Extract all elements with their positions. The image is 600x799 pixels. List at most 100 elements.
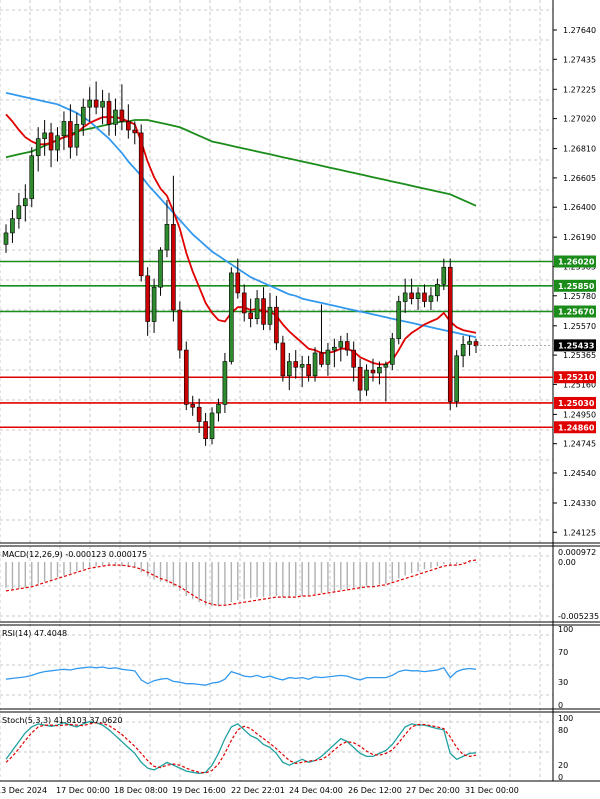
candle-body (370, 369, 376, 374)
x-tick-label: 18 Dec 08:00 (114, 786, 168, 795)
rsi-tick-label: 30 (558, 678, 568, 687)
price-tick-label: 1.27640 (563, 26, 596, 35)
level-tag-label: 1.26020 (558, 257, 595, 266)
candle (171, 175, 176, 322)
stoch-tick-label: 20 (558, 761, 568, 770)
candle-body (441, 266, 447, 285)
price-tick-label: 1.24540 (563, 469, 596, 478)
candle-body (61, 121, 67, 137)
candle-body (177, 309, 183, 351)
candle-body (319, 352, 324, 365)
candle (80, 98, 86, 136)
candle (357, 358, 363, 402)
candle-body (48, 132, 54, 151)
macd-signal-line (5, 559, 477, 606)
candle-body (460, 344, 466, 357)
candle (113, 98, 118, 136)
candle (370, 358, 376, 382)
candle-body (473, 341, 479, 347)
candle (235, 258, 241, 299)
x-tick-label: 26 Dec 12:00 (348, 786, 402, 795)
candle (454, 350, 459, 408)
candle (132, 121, 138, 145)
candle (261, 287, 266, 331)
candle-body (145, 275, 150, 322)
candle-body (10, 218, 15, 234)
stoch-signal-line (5, 722, 477, 774)
candle-body (16, 205, 22, 219)
candle-body (267, 306, 273, 325)
price-tick-label: 1.26190 (563, 233, 596, 242)
candle-body (241, 292, 247, 314)
rsi-label: RSI(14) 47.4048 (2, 629, 67, 638)
candle-body (312, 352, 318, 377)
candle (293, 350, 299, 379)
macd-histogram (5, 562, 477, 607)
candle (196, 398, 202, 433)
candle-body (254, 298, 260, 319)
candle (177, 301, 183, 359)
candle-body (274, 306, 279, 344)
macd-tick-label: 0.00 (558, 558, 576, 567)
level-tag-label: 1.25670 (558, 308, 595, 317)
candle (3, 224, 9, 253)
candle-body (100, 101, 105, 108)
levels: 1.26020 1.25850 1.25670 1.25210 1.25030 1.248… (0, 255, 596, 434)
x-tick-label: 27 Dec 20:00 (406, 786, 460, 795)
candle-body (415, 292, 421, 299)
candle-body (248, 312, 253, 319)
price-tick-label: 1.25365 (563, 351, 596, 360)
candle-body (196, 406, 202, 422)
candle (409, 278, 414, 305)
candle-body (138, 132, 144, 277)
price-tick-label: 1.25780 (563, 292, 596, 301)
candle-body (338, 341, 344, 348)
candle-body (42, 132, 47, 139)
rsi-tick-label: 100 (558, 625, 573, 634)
candle-body (151, 286, 157, 322)
candle (145, 267, 150, 336)
price-tick-label: 1.26400 (563, 203, 596, 212)
candle (29, 147, 35, 208)
level-tag (554, 396, 596, 409)
price-tick-label: 1.26605 (563, 174, 596, 183)
candle (55, 127, 60, 162)
stoch-tick-label: 0 (558, 773, 563, 782)
level-tag-label: 1.25030 (558, 399, 595, 408)
candle-body (261, 298, 266, 325)
level-tag-label: 1.25210 (558, 373, 595, 382)
candle-body (235, 272, 241, 294)
candle-body (396, 301, 402, 339)
candle-body (280, 342, 286, 377)
current-price-label: 1.25433 (558, 341, 594, 350)
candle-body (447, 266, 453, 402)
candle (151, 278, 157, 333)
candle-body (29, 155, 35, 199)
candle-body (113, 109, 118, 125)
x-axis-labels: 13 Dec 2024 17 Dec 00:00 18 Dec 08:00 19 De… (0, 786, 519, 795)
candle-body (299, 364, 305, 368)
candle (344, 332, 350, 356)
stoch-label: Stoch(5,3,3) 41.8103 37.0620 (2, 716, 122, 725)
candle-body (87, 99, 92, 108)
candle (325, 342, 331, 376)
grid (0, 0, 553, 781)
candle (473, 338, 479, 353)
candle (460, 335, 466, 368)
candle (16, 192, 22, 229)
macd-label: MACD(12,26,9) -0.000123 0.000175 (2, 550, 147, 559)
level-tag (554, 371, 596, 384)
candle-body (332, 346, 337, 351)
candle (402, 278, 408, 313)
x-tick-label: 24 Dec 04:00 (289, 786, 343, 795)
candle-body (106, 101, 112, 125)
x-tick-label: 13 Dec 2024 (0, 786, 47, 795)
candle (35, 127, 41, 172)
candle (435, 278, 440, 302)
candle-body (364, 369, 369, 391)
candle-body (23, 198, 28, 207)
candle (447, 258, 453, 411)
candle (229, 267, 234, 365)
price-tick-label: 1.24745 (563, 440, 596, 449)
